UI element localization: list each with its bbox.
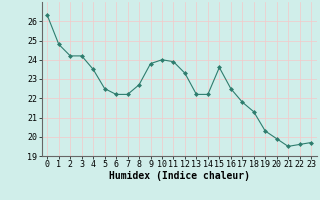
X-axis label: Humidex (Indice chaleur): Humidex (Indice chaleur) [109, 171, 250, 181]
